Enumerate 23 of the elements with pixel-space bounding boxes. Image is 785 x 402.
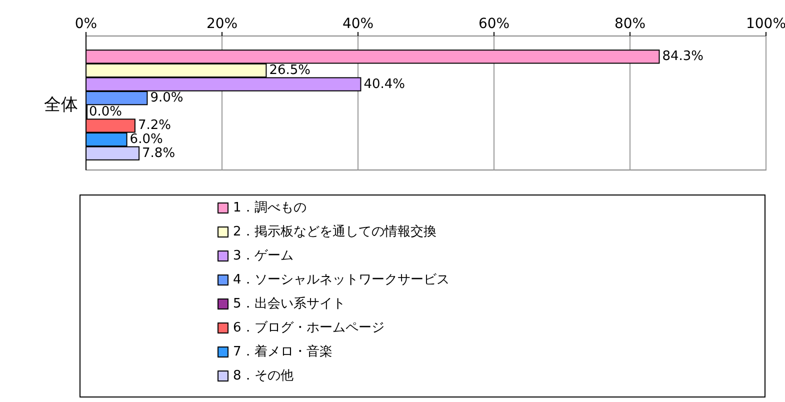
data-label: 26.5%	[269, 62, 311, 78]
legend-label: 7．着メロ・音楽	[233, 344, 332, 360]
legend-label: 3．ゲーム	[233, 248, 294, 264]
legend-label: 2．掲示板などを通しての情報交換	[233, 224, 436, 240]
data-label: 7.8%	[142, 146, 176, 161]
legend-label: 1．調べもの	[233, 200, 306, 216]
data-label: 6.0%	[130, 132, 163, 148]
y-tick-label: 全体	[44, 95, 78, 115]
legend-label: 4．ソーシャルネットワークサービス	[233, 272, 450, 288]
x-tick-label: 80%	[614, 16, 646, 32]
legend-label: 8．その他	[233, 368, 294, 384]
x-tick-label: 100%	[746, 16, 785, 32]
x-tick-label: 0%	[74, 16, 98, 32]
data-label: 0.0%	[89, 104, 122, 120]
data-label: 40.4%	[364, 76, 406, 92]
data-label: 9.0%	[150, 90, 184, 106]
legend-label: 6．ブログ・ホームページ	[233, 320, 384, 336]
x-tick-label: 20%	[206, 16, 238, 32]
legend-label: 5．出会い系サイト	[233, 296, 346, 312]
data-label: 7.2%	[138, 118, 171, 134]
x-tick-label: 60%	[478, 16, 510, 32]
x-tick-label: 40%	[342, 16, 374, 32]
data-label: 84.3%	[662, 49, 704, 64]
